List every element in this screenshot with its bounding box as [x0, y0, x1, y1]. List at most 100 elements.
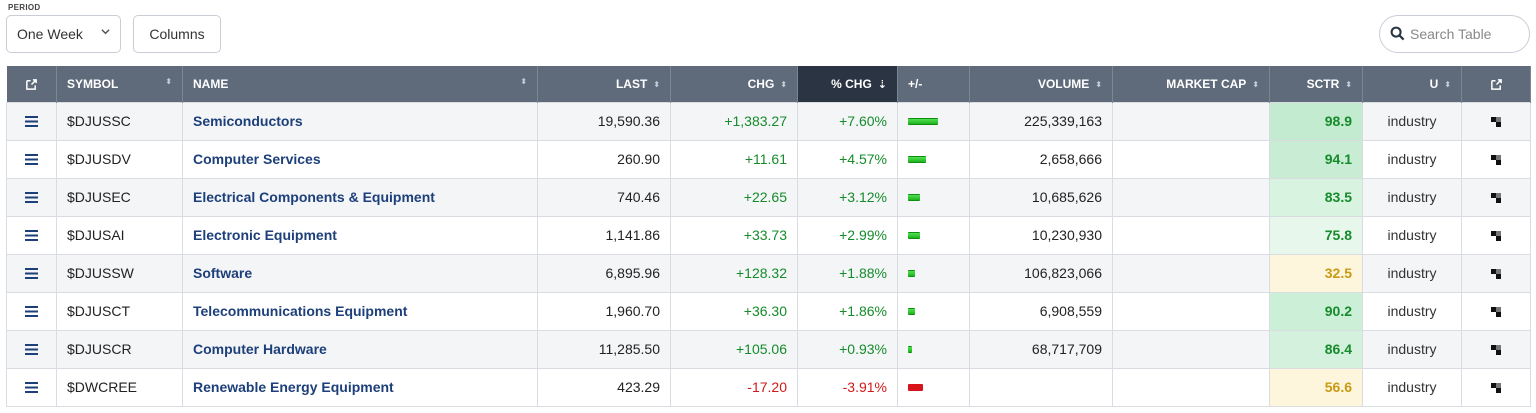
chg-cell: +11.61: [670, 139, 798, 179]
market-cap-cell: [1112, 291, 1270, 331]
header-u[interactable]: U ⬍: [1362, 66, 1462, 102]
universe-cell: industry: [1362, 177, 1462, 217]
sctr-cell: 86.4: [1269, 329, 1363, 369]
hamburger-menu-icon: [25, 382, 38, 394]
header-name[interactable]: NAME ⬍: [182, 66, 538, 102]
volume-cell: 6,908,559: [969, 291, 1113, 331]
table-row[interactable]: $DJUSCT Telecommunications Equipment 1,960…: [6, 291, 1531, 331]
hamburger-menu-icon: [25, 116, 38, 128]
table-row[interactable]: $DWCREE Renewable Energy Equipment 423.29-…: [6, 367, 1531, 407]
row-menu-button[interactable]: [6, 215, 57, 255]
row-menu-button[interactable]: [6, 101, 57, 141]
volume-cell: 10,685,626: [969, 177, 1113, 217]
change-bar-cell: [897, 367, 970, 407]
sctr-cell: 75.8: [1269, 215, 1363, 255]
header-pct-chg[interactable]: % CHG ⇣: [797, 66, 898, 102]
chg-cell: +36.30: [670, 291, 798, 331]
header-chg-label: CHG: [747, 76, 775, 91]
market-cap-cell: [1112, 177, 1270, 217]
chart-checker-icon: [1491, 231, 1501, 242]
chart-link[interactable]: [1461, 101, 1531, 141]
chart-link[interactable]: [1461, 329, 1531, 369]
last-cell: 1,141.86: [537, 215, 671, 255]
header-symbol[interactable]: SYMBOL ⬍: [56, 66, 183, 102]
columns-button[interactable]: Columns: [133, 15, 221, 53]
external-link-icon: [25, 79, 37, 90]
market-cap-cell: [1112, 367, 1270, 407]
symbol-cell: $DJUSSC: [56, 101, 183, 141]
change-bar-cell: [897, 139, 970, 179]
symbol-cell: $DJUSAI: [56, 215, 183, 255]
sctr-cell: 56.6: [1269, 367, 1363, 407]
change-bar: [908, 269, 915, 277]
name-link[interactable]: Electronic Equipment: [182, 215, 538, 255]
chart-checker-icon: [1491, 383, 1501, 394]
change-bar-cell: [897, 253, 970, 293]
sort-icon: ⬍: [780, 80, 787, 90]
header-export-right[interactable]: [1461, 66, 1531, 102]
name-link[interactable]: Renewable Energy Equipment: [182, 367, 538, 407]
period-select[interactable]: One Week: [6, 15, 121, 53]
header-plus-minus[interactable]: +/-: [897, 66, 970, 102]
row-menu-button[interactable]: [6, 177, 57, 217]
chart-checker-icon: [1491, 117, 1501, 128]
sort-icon: ⬍: [653, 80, 660, 90]
pct-chg-cell: +1.86%: [797, 291, 898, 331]
pct-chg-cell: +7.60%: [797, 101, 898, 141]
table-row[interactable]: $DJUSSC Semiconductors 19,590.36 +1,383.27 +…: [6, 101, 1531, 141]
row-menu-button[interactable]: [6, 253, 57, 293]
header-last-label: LAST: [615, 76, 648, 91]
sctr-cell: 94.1: [1269, 139, 1363, 179]
row-menu-button[interactable]: [6, 291, 57, 331]
market-cap-cell: [1112, 329, 1270, 369]
external-link-icon: [1490, 79, 1502, 90]
market-cap-cell: [1112, 215, 1270, 255]
change-bar: [908, 231, 920, 239]
chart-link[interactable]: [1461, 291, 1531, 331]
name-link[interactable]: Computer Hardware: [182, 329, 538, 369]
chart-link[interactable]: [1461, 139, 1531, 179]
table-row[interactable]: $DJUSDV Computer Services 260.90 +11.61 +4.5…: [6, 139, 1531, 179]
volume-cell: 106,823,066: [969, 253, 1113, 293]
header-export-left[interactable]: [6, 66, 57, 102]
chart-link[interactable]: [1461, 215, 1531, 255]
name-link[interactable]: Electrical Components & Equipment: [182, 177, 538, 217]
header-u-label: U: [1429, 76, 1439, 91]
last-cell: 423.29: [537, 367, 671, 407]
period-label: PERIOD: [8, 3, 41, 12]
header-chg[interactable]: CHG ⬍: [670, 66, 798, 102]
chart-link[interactable]: [1461, 367, 1531, 407]
table-row[interactable]: $DJUSCR Computer Hardware 11,285.50 +105.06…: [6, 329, 1531, 369]
header-market-cap[interactable]: MARKET CAP ⬍: [1112, 66, 1270, 102]
name-link[interactable]: Software: [182, 253, 538, 293]
header-volume[interactable]: VOLUME ⬍: [969, 66, 1113, 102]
header-last[interactable]: LAST ⬍: [537, 66, 671, 102]
row-menu-button[interactable]: [6, 367, 57, 407]
change-bar: [908, 383, 923, 391]
last-cell: 19,590.36: [537, 101, 671, 141]
hamburger-menu-icon: [25, 154, 38, 166]
change-bar: [908, 193, 920, 201]
chart-checker-icon: [1491, 269, 1501, 280]
hamburger-menu-icon: [25, 192, 38, 204]
chart-link[interactable]: [1461, 253, 1531, 293]
chg-cell: +22.65: [670, 177, 798, 217]
volume-cell: 225,339,163: [969, 101, 1113, 141]
universe-cell: industry: [1362, 329, 1462, 369]
search-input[interactable]: Search Table: [1379, 15, 1530, 53]
chart-checker-icon: [1491, 345, 1501, 356]
last-cell: 740.46: [537, 177, 671, 217]
chart-link[interactable]: [1461, 177, 1531, 217]
row-menu-button[interactable]: [6, 139, 57, 179]
name-link[interactable]: Telecommunications Equipment: [182, 291, 538, 331]
name-link[interactable]: Computer Services: [182, 139, 538, 179]
row-menu-button[interactable]: [6, 329, 57, 369]
table-row[interactable]: $DJUSEC Electrical Components & Equipment…: [6, 177, 1531, 217]
table-row[interactable]: $DJUSSW Software 6,895.96 +128.32 +1.88% 106,…: [6, 253, 1531, 293]
table-body: $DJUSSC Semiconductors 19,590.36 +1,383.27 +…: [6, 101, 1531, 407]
table-row[interactable]: $DJUSAI Electronic Equipment 1,141.86 +33.7…: [6, 215, 1531, 255]
name-link[interactable]: Semiconductors: [182, 101, 538, 141]
pct-chg-cell: -3.91%: [797, 367, 898, 407]
sort-icon: ⬍: [165, 76, 172, 86]
header-sctr[interactable]: SCTR ⬍: [1269, 66, 1363, 102]
